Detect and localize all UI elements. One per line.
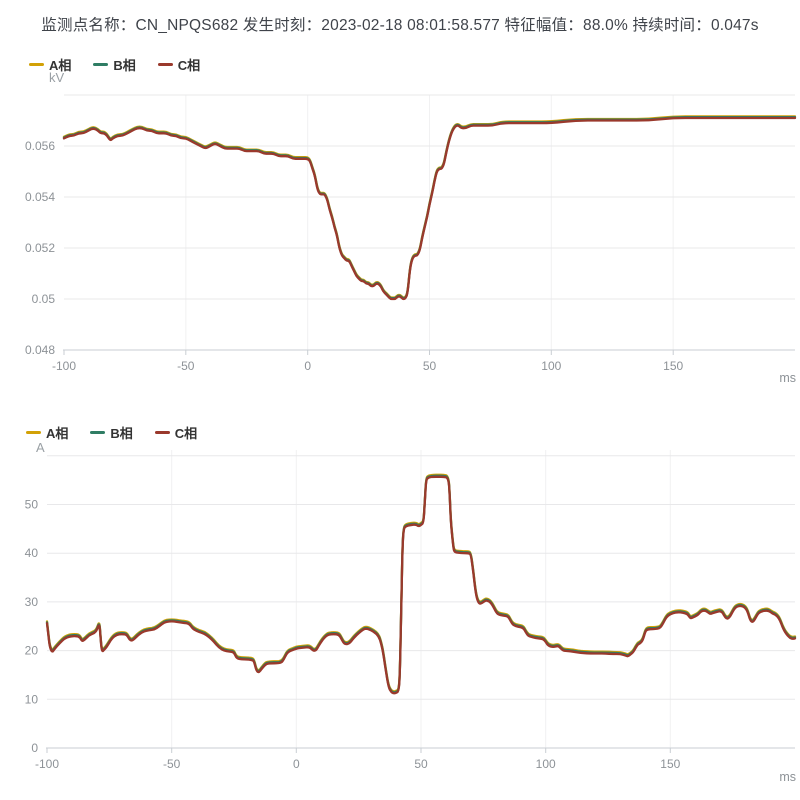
svg-text:100: 100 <box>536 757 556 771</box>
svg-text:-50: -50 <box>163 757 181 771</box>
svg-text:-100: -100 <box>52 359 76 373</box>
legend-label-phase-b: B相 <box>110 425 133 441</box>
svg-text:0.052: 0.052 <box>25 241 55 255</box>
svg-text:0.05: 0.05 <box>32 292 56 306</box>
page-title: 监测点名称：CN_NPQS682 发生时刻：2023-02-18 08:01:5… <box>41 17 759 34</box>
svg-text:20: 20 <box>25 644 39 658</box>
phase-a-line-icon <box>26 430 41 434</box>
legend-item-phase-b-current[interactable]: B相 <box>90 423 133 442</box>
svg-text:0: 0 <box>293 757 300 771</box>
current-unit-label: A <box>36 440 45 455</box>
legend-label-phase-a: A相 <box>46 425 69 441</box>
legend-label-phase-a: A相 <box>49 57 72 73</box>
voltage-legend: A相 B相 C相 <box>29 55 201 74</box>
current-x-axis-unit: ms <box>779 770 796 784</box>
legend-item-phase-c-current[interactable]: C相 <box>154 423 198 442</box>
phase-a-line-icon <box>29 62 44 66</box>
svg-text:0.056: 0.056 <box>25 139 55 153</box>
current-plot: 0 10 20 30 40 50 -100 -50 0 50 100 150 <box>25 450 797 771</box>
svg-text:0: 0 <box>31 741 38 755</box>
svg-text:-50: -50 <box>177 359 195 373</box>
legend-label-phase-b: B相 <box>113 57 136 73</box>
svg-text:10: 10 <box>25 692 39 706</box>
legend-item-phase-b-voltage[interactable]: B相 <box>93 55 136 74</box>
svg-text:150: 150 <box>660 757 680 771</box>
phase-b-line-icon <box>90 430 106 434</box>
svg-text:50: 50 <box>25 498 39 512</box>
voltage-plot: 0.048 0.05 0.052 0.054 0.056 -100 -50 0 50 100 150 <box>25 94 797 373</box>
svg-text:50: 50 <box>414 757 428 771</box>
svg-text:30: 30 <box>25 595 39 609</box>
svg-text:-100: -100 <box>35 757 59 771</box>
phase-c-line-icon <box>154 430 170 434</box>
svg-text:150: 150 <box>663 359 683 373</box>
legend-item-phase-c-voltage[interactable]: C相 <box>157 55 201 74</box>
svg-text:0: 0 <box>304 359 311 373</box>
svg-text:50: 50 <box>423 359 437 373</box>
legend-item-phase-a-voltage[interactable]: A相 <box>29 55 71 74</box>
phase-c-line-icon <box>157 62 173 66</box>
svg-text:0.048: 0.048 <box>25 343 55 357</box>
phase-b-line-icon <box>93 62 109 66</box>
voltage-unit-label: kV <box>49 70 65 85</box>
voltage-x-axis-unit: ms <box>779 371 796 385</box>
legend-item-phase-a-current[interactable]: A相 <box>26 423 68 442</box>
legend-label-phase-c: C相 <box>177 57 201 73</box>
legend-label-phase-c: C相 <box>174 425 198 441</box>
current-legend: A相 B相 C相 <box>26 423 198 442</box>
svg-text:0.054: 0.054 <box>25 190 55 204</box>
svg-text:40: 40 <box>25 546 39 560</box>
svg-text:100: 100 <box>541 359 561 373</box>
